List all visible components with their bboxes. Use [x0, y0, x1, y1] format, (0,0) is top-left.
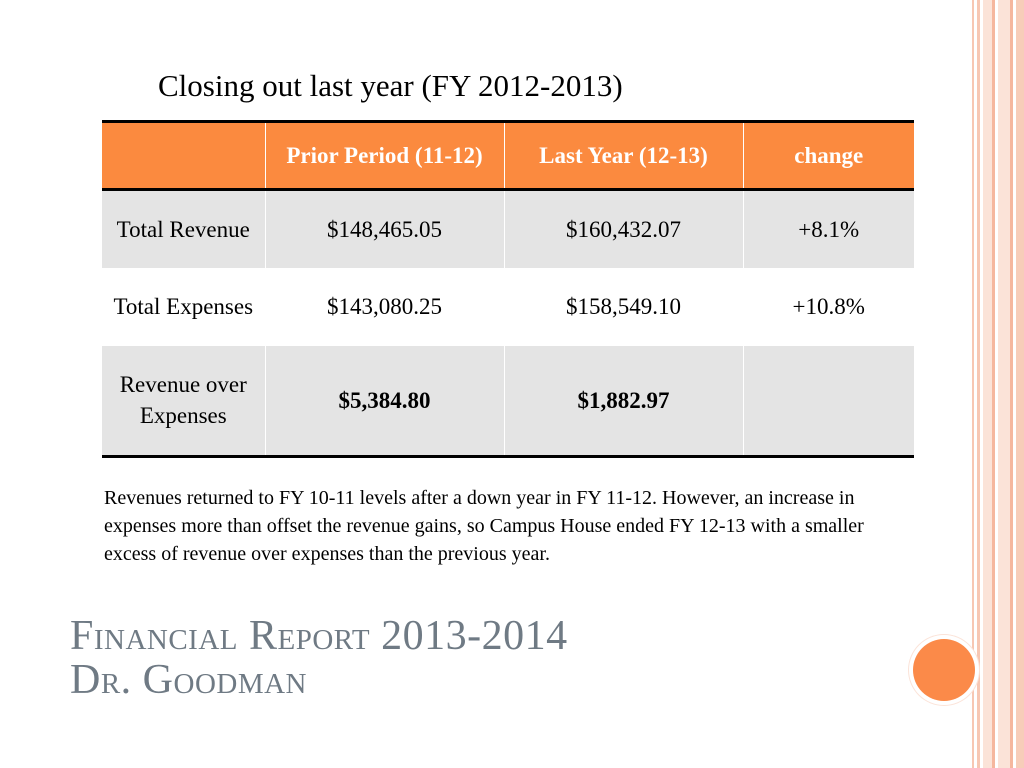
cell-prior-period: $5,384.80 [264, 345, 504, 457]
cell-change: +10.8% [742, 267, 914, 346]
header-cell-last-year: Last Year (12-13) [503, 121, 743, 190]
cell-change [742, 345, 914, 457]
slide-subtitle: Closing out last year (FY 2012-2013) [158, 68, 623, 103]
cell-last-year: $160,432.07 [503, 189, 743, 268]
table-row: Total Expenses $143,080.25 $158,549.10 +… [102, 267, 914, 346]
header-cell-change: change [742, 121, 914, 190]
table-row: Revenue over Expenses $5,384.80 $1,882.9… [102, 345, 914, 457]
header-cell-blank [102, 122, 265, 190]
cell-prior-period: $143,080.25 [264, 267, 504, 346]
table-row: Total Revenue $148,465.05 $160,432.07 +8… [102, 189, 914, 268]
row-label: Total Expenses [113, 294, 254, 319]
slide-title-line-2: Dr. Goodman [70, 657, 308, 703]
cell-prior-period: $148,465.05 [264, 189, 504, 268]
cell-last-year: $158,549.10 [503, 267, 743, 346]
cell-change: +8.1% [742, 189, 914, 268]
row-label: Revenue over Expenses [119, 372, 247, 429]
decorative-stripes [972, 0, 1024, 768]
slide-title: Financial Report 2013-2014 Dr. Goodman [70, 614, 568, 702]
table-header-row: Prior Period (11-12) Last Year (12-13) c… [102, 121, 914, 190]
header-cell-prior-period: Prior Period (11-12) [264, 121, 504, 190]
decorative-circle [913, 639, 975, 701]
financial-table: Prior Period (11-12) Last Year (12-13) c… [102, 120, 914, 458]
row-label: Total Revenue [116, 216, 250, 242]
cell-last-year: $1,882.97 [503, 345, 743, 457]
slide-title-line-1: Financial Report 2013-2014 [70, 613, 568, 659]
summary-note: Revenues returned to FY 10-11 levels aft… [104, 487, 864, 565]
